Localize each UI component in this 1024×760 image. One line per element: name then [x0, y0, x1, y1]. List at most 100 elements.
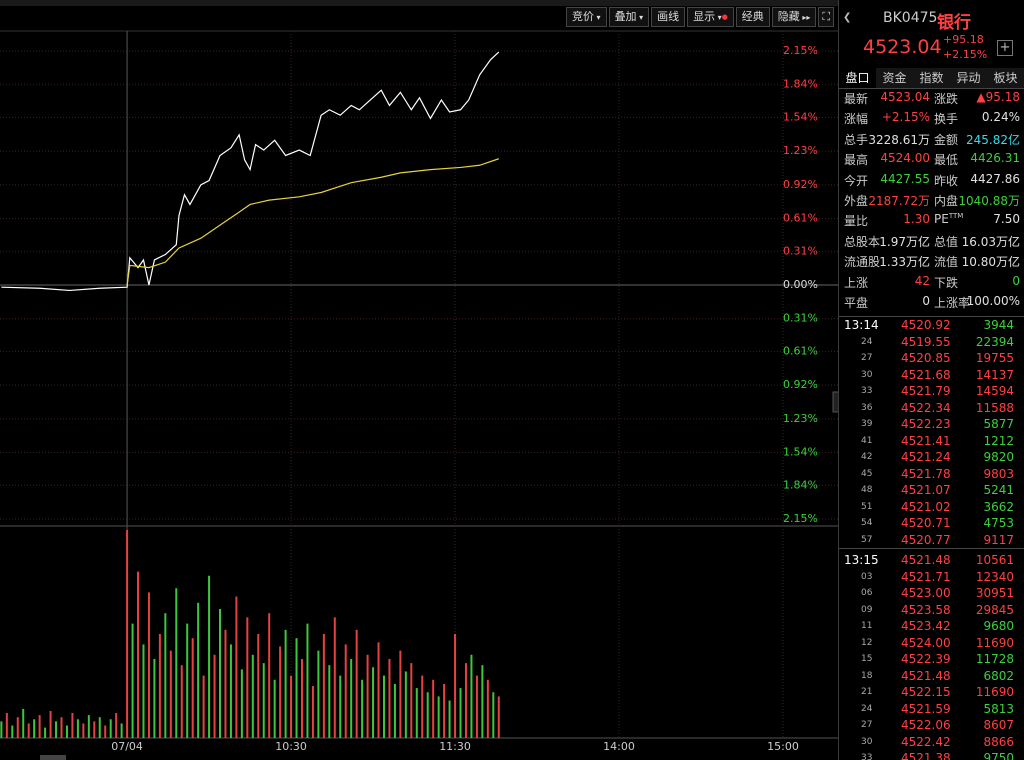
volume-bar	[235, 596, 238, 738]
volume-bar	[219, 609, 222, 738]
volume-bar	[65, 725, 68, 738]
tick-price: 4521.02	[901, 499, 951, 514]
tick-volume: 6802	[983, 668, 1014, 683]
stat-value: 0	[922, 294, 930, 308]
stat-value: 3228.61万	[868, 132, 930, 147]
volume-bar	[27, 723, 30, 738]
back-arrow[interactable]: ❮	[843, 12, 852, 23]
tick-time: 13:14	[844, 318, 879, 332]
volume-bar	[404, 671, 407, 738]
y-tick-label: 1.84%	[783, 78, 818, 91]
volume-bar	[421, 675, 424, 738]
volume-bar	[71, 713, 74, 738]
volume-bar	[350, 658, 353, 738]
volume-bar	[115, 713, 118, 738]
menu-strip	[0, 0, 838, 6]
toolbar-button[interactable]: 显示 ▾●	[687, 7, 734, 27]
volume-bar	[44, 727, 47, 738]
stat-label: 总值	[934, 234, 959, 249]
tab[interactable]: 资金	[876, 68, 914, 88]
volume-bar	[202, 675, 205, 738]
tick-time: 09	[861, 604, 873, 615]
stat-value: 4427.55	[880, 171, 930, 186]
tick-volume: 5813	[983, 701, 1014, 716]
volume-bar	[246, 617, 249, 738]
volume-bar	[443, 683, 446, 738]
stat-label: 最新	[844, 92, 869, 106]
stat-label: 总股本	[844, 234, 881, 249]
tick-volume: 9820	[983, 450, 1014, 464]
scrollbar[interactable]	[40, 755, 66, 760]
volume-bar	[109, 719, 112, 738]
tick-volume: 4753	[983, 516, 1014, 530]
tick-volume: 9750	[983, 751, 1014, 760]
tick-time: 48	[861, 485, 873, 495]
toolbar-button[interactable]: 竞价 ▾	[566, 7, 607, 27]
volume-bar	[322, 634, 325, 738]
tab[interactable]: 盘口	[839, 68, 877, 88]
tick-volume: 1212	[983, 433, 1014, 448]
tick-time: 30	[861, 736, 873, 747]
tick-price: 4520.85	[901, 351, 951, 365]
volume-bar	[448, 700, 451, 738]
volume-bar	[208, 575, 211, 738]
stat-label: 总手	[844, 132, 869, 147]
x-tick-label: 07/04	[111, 740, 143, 753]
tick-price: 4520.92	[901, 318, 951, 332]
volume-bar	[399, 650, 402, 738]
stat-label: 流值	[934, 255, 959, 270]
stat-label: 金额	[934, 132, 959, 147]
volume-bar	[311, 686, 314, 738]
stat-value: 1.97万亿	[879, 234, 930, 249]
tick-price: 4522.42	[901, 734, 951, 749]
tick-price: 4519.55	[901, 334, 951, 349]
y-tick-label: 0.31%	[783, 244, 818, 257]
volume-bar	[153, 658, 156, 738]
volume-bar	[410, 663, 413, 738]
volume-bar	[328, 665, 331, 738]
toolbar-button[interactable]: 经典	[735, 7, 770, 27]
tick-volume: 9803	[983, 466, 1014, 481]
add-button[interactable]: +	[997, 40, 1013, 56]
volume-bar	[60, 717, 63, 738]
stat-label: 昨收	[934, 173, 959, 188]
tick-volume: 8607	[983, 718, 1014, 732]
tab[interactable]: 板块	[987, 68, 1024, 88]
volume-bar	[16, 717, 19, 738]
tick-price: 4520.71	[901, 516, 951, 530]
volume-bar	[251, 654, 254, 738]
toolbar-button[interactable]: 隐藏 ▸▸	[771, 7, 817, 27]
volume-bar	[240, 669, 243, 738]
volume-bar	[295, 638, 298, 738]
volume-bar	[355, 629, 358, 738]
tick-price: 4522.23	[901, 417, 951, 431]
stat-label: 上涨率	[934, 296, 971, 310]
toolbar-button[interactable]: 画线	[651, 7, 686, 27]
volume-bar	[191, 638, 194, 738]
fullscreen-button[interactable]: ⛶	[818, 7, 835, 27]
volume-bar	[306, 623, 309, 738]
volume-bar	[339, 675, 342, 738]
collapse-handle[interactable]	[832, 391, 838, 413]
volume-bar	[22, 708, 25, 738]
tab[interactable]: 异动	[950, 68, 988, 88]
volume-bar	[33, 719, 36, 738]
toolbar-button[interactable]: 叠加 ▾	[608, 7, 650, 27]
stat-value: 7.50	[993, 212, 1020, 227]
stat-value: 1.33万亿	[879, 255, 930, 270]
tick-price: 4522.39	[901, 652, 951, 666]
tick-time: 54	[861, 518, 873, 528]
tick-price: 4521.78	[901, 466, 951, 481]
tab[interactable]: 指数	[913, 68, 951, 88]
volume-bar	[11, 725, 14, 738]
tick-price: 4521.79	[901, 384, 951, 398]
tick-price: 4521.48	[901, 553, 951, 567]
volume-bar	[126, 530, 129, 738]
volume-bar	[497, 696, 500, 738]
tick-time: 18	[861, 670, 873, 681]
volume-bar	[93, 721, 96, 738]
stat-label: 涨幅	[844, 112, 869, 127]
alert-dot: ●	[721, 13, 728, 21]
tick-volume: 3662	[983, 499, 1014, 514]
volume-bar	[437, 696, 440, 738]
